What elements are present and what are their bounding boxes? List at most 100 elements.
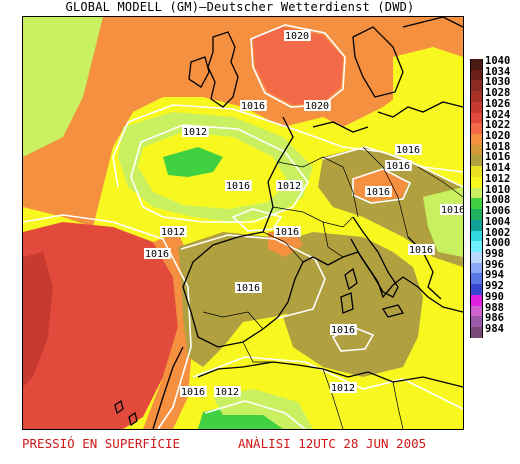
isobar-label: 1016 — [331, 325, 355, 336]
isobar-labels: 1020 1020 1016 1016 1012 1016 1016 1012 1016 1016… — [144, 30, 464, 398]
legend-item: 996 — [470, 259, 518, 274]
legend-item: 1040 — [470, 55, 518, 70]
legend-item: 1014 — [470, 162, 518, 177]
pressure-field-lightgreen-west — [23, 17, 103, 157]
legend-item: 1024 — [470, 109, 518, 124]
legend-swatch — [470, 209, 483, 220]
footer-variable: PRESSIÓ EN SUPERFÍCIE — [22, 436, 181, 451]
legend-label: 992 — [485, 280, 504, 293]
legend-swatch — [470, 166, 483, 177]
legend-label: 988 — [485, 301, 504, 314]
isobar-label: 1016 — [241, 101, 265, 112]
footer-analysis-time: ANÀLISI 12UTC 28 JUN 2005 — [238, 436, 427, 451]
isobar-label-background — [180, 386, 207, 397]
legend-label: 990 — [485, 290, 504, 303]
legend-swatch — [470, 262, 483, 274]
legend-swatch — [470, 326, 483, 338]
legend-swatch — [470, 101, 483, 113]
isobar-label: 1016 — [366, 187, 390, 198]
isobar-label: 1016 — [226, 181, 250, 192]
legend-item: 1006 — [470, 205, 518, 220]
legend-swatch — [470, 59, 483, 70]
isobar-label-background — [408, 244, 435, 255]
legend-item: 992 — [470, 280, 518, 295]
legend-swatch — [470, 316, 483, 327]
legend-label: 996 — [485, 258, 504, 271]
isobar-label: 1016 — [386, 161, 410, 172]
isobar-label: 1020 — [285, 31, 309, 42]
legend-item: 1022 — [470, 119, 518, 135]
isobar-label-background — [144, 248, 171, 259]
isobar-label-background — [160, 226, 187, 237]
legend-swatch — [470, 155, 483, 167]
legend-item: 1002 — [470, 227, 518, 242]
legend-swatch — [470, 80, 483, 92]
legend-label: 1020 — [485, 130, 511, 143]
legend-swatch — [470, 294, 483, 306]
legend-label: 1034 — [485, 65, 511, 78]
legend-item: 994 — [470, 269, 518, 285]
legend-item: 1034 — [470, 66, 518, 81]
legend-item: 1016 — [470, 151, 518, 167]
isobar-label-background — [385, 160, 412, 171]
legend-label: 1010 — [485, 183, 511, 196]
legend-item: 1012 — [470, 173, 518, 188]
legend-label: 1026 — [485, 97, 511, 110]
legend-item: 986 — [470, 312, 518, 327]
legend-label: 1002 — [485, 226, 511, 239]
isobar-label-background — [330, 382, 357, 393]
isobar-label: 1012 — [331, 383, 355, 394]
isobar-label-background — [274, 226, 301, 237]
isobar-label-background — [225, 180, 252, 191]
pressure-field-high-northsea — [253, 27, 343, 105]
legend-label: 1004 — [485, 215, 511, 228]
legend-label: 1018 — [485, 140, 511, 153]
legend-item: 1026 — [470, 98, 518, 113]
legend-swatch — [470, 251, 483, 263]
isobar-label-background — [330, 324, 357, 335]
pressure-field-high-atlantic-core — [23, 252, 53, 387]
legend-label: 1012 — [485, 172, 511, 185]
legend-label: 1016 — [485, 151, 511, 164]
legend-item: 1008 — [470, 194, 518, 210]
legend-label: 1000 — [485, 237, 511, 250]
legend-swatch — [470, 91, 483, 102]
legend-label: 1028 — [485, 87, 511, 100]
country-borders — [202, 146, 463, 429]
map-title: GLOBAL MODELL (GM)—Deutscher Wetterdiens… — [65, 0, 415, 14]
legend-swatch — [470, 69, 483, 81]
pressure-field-olive-iberia — [178, 232, 323, 367]
isobar-label-background — [235, 282, 262, 293]
pressure-map: 1020 1020 1016 1016 1012 1016 1016 1012 1016 1016… — [22, 16, 464, 430]
legend-label: 998 — [485, 247, 504, 260]
legend-item: 1030 — [470, 76, 518, 92]
isobar-label: 1016 — [441, 205, 464, 216]
legend-swatch — [470, 176, 483, 188]
legend-item: 1000 — [470, 237, 518, 252]
legend-item: 998 — [470, 248, 518, 263]
isobar-label-background — [395, 144, 422, 155]
legend-swatch — [470, 219, 483, 231]
isobar-label: 1016 — [236, 283, 260, 294]
isobar-label-background — [214, 386, 241, 397]
isobar-label-background — [440, 204, 463, 215]
legend-label: 1014 — [485, 162, 511, 175]
legend-swatch — [470, 187, 483, 199]
legend-label: 984 — [485, 322, 504, 335]
isobar-label-background — [240, 100, 267, 111]
isobar-label: 1016 — [275, 227, 299, 238]
isobar-label: 1012 — [183, 127, 207, 138]
isobar-label: 1016 — [181, 387, 205, 398]
isobar-label-background — [284, 30, 311, 41]
legend-label: 994 — [485, 269, 504, 282]
isobar-label: 1012 — [161, 227, 185, 238]
legend-label: 1006 — [485, 205, 511, 218]
legend-label: 1008 — [485, 194, 511, 207]
legend-item: 984 — [470, 323, 518, 338]
legend-swatch — [470, 144, 483, 156]
legend-item: 990 — [470, 291, 518, 306]
legend-swatch — [470, 273, 483, 285]
legend-swatch — [470, 230, 483, 242]
isobar-label-background — [276, 180, 303, 191]
legend-label: 1040 — [485, 55, 511, 67]
